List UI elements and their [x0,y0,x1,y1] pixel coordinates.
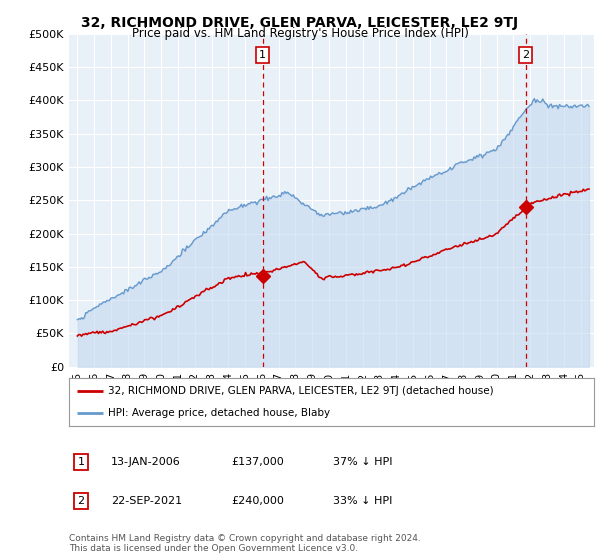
Text: 22-SEP-2021: 22-SEP-2021 [111,496,182,506]
Text: 1: 1 [259,50,266,60]
Text: 2: 2 [522,50,529,60]
Text: 1: 1 [77,457,85,467]
Text: Price paid vs. HM Land Registry's House Price Index (HPI): Price paid vs. HM Land Registry's House … [131,27,469,40]
Text: £240,000: £240,000 [231,496,284,506]
Text: HPI: Average price, detached house, Blaby: HPI: Average price, detached house, Blab… [109,408,331,418]
Text: Contains HM Land Registry data © Crown copyright and database right 2024.
This d: Contains HM Land Registry data © Crown c… [69,534,421,553]
Text: 33% ↓ HPI: 33% ↓ HPI [333,496,392,506]
Text: £137,000: £137,000 [231,457,284,467]
Text: 32, RICHMOND DRIVE, GLEN PARVA, LEICESTER, LE2 9TJ: 32, RICHMOND DRIVE, GLEN PARVA, LEICESTE… [82,16,518,30]
Text: 2: 2 [77,496,85,506]
Text: 37% ↓ HPI: 37% ↓ HPI [333,457,392,467]
Text: 13-JAN-2006: 13-JAN-2006 [111,457,181,467]
Text: 32, RICHMOND DRIVE, GLEN PARVA, LEICESTER, LE2 9TJ (detached house): 32, RICHMOND DRIVE, GLEN PARVA, LEICESTE… [109,386,494,396]
